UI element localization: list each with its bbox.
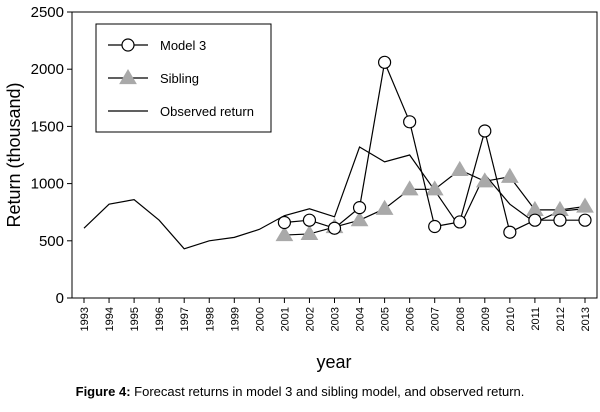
x-tick-label: 2010 <box>505 307 517 331</box>
y-tick-label: 0 <box>56 290 64 307</box>
data-point <box>350 211 369 227</box>
data-point <box>400 180 419 196</box>
x-tick-label: 2008 <box>455 307 467 331</box>
caption-label: Figure 4: <box>75 384 131 399</box>
x-tick-label: 2005 <box>380 307 392 331</box>
series-line <box>284 60 585 234</box>
legend-label: Model 3 <box>160 38 206 53</box>
data-point <box>526 200 544 217</box>
x-tick-label: 2012 <box>555 307 567 331</box>
y-tick-label: 2000 <box>31 61 64 78</box>
data-point <box>578 213 592 227</box>
data-point <box>475 172 494 188</box>
x-tick-label: 2001 <box>279 307 291 331</box>
legend-item: Observed return <box>108 104 254 119</box>
x-tick-label: 1996 <box>154 307 166 331</box>
legend: Model 3 Sibling Observed return <box>95 23 272 133</box>
data-point <box>425 180 444 196</box>
x-tick-label: 2000 <box>254 307 266 331</box>
legend-marker <box>119 69 137 85</box>
x-tick-label: 2013 <box>580 307 592 331</box>
x-tick-label: 1999 <box>229 307 241 331</box>
y-axis-label: Return (thousand) <box>4 82 24 227</box>
x-tick-label: 2009 <box>480 307 492 331</box>
legend-marker <box>121 38 135 52</box>
legend-label: Observed return <box>160 104 254 119</box>
x-tick-label: 2006 <box>405 307 417 331</box>
data-point <box>352 201 367 215</box>
data-point <box>500 167 519 183</box>
y-axis-ticks: 0 500 1000 1500 2000 2500 <box>31 4 72 307</box>
legend-item: Sibling <box>108 69 199 86</box>
data-point <box>378 55 392 69</box>
series-model-3 <box>277 55 592 239</box>
data-point <box>528 213 542 227</box>
data-point <box>553 213 567 227</box>
x-tick-label: 2007 <box>430 307 442 331</box>
y-tick-label: 2500 <box>31 4 64 21</box>
data-point <box>576 197 594 213</box>
x-axis-ticks: 1993 1994 1995 1996 1997 1998 1999 2000 2001 2002… <box>79 298 592 331</box>
data-point <box>453 215 467 229</box>
data-point <box>300 224 319 241</box>
y-tick-label: 1000 <box>31 176 64 193</box>
data-point <box>375 199 394 215</box>
data-point <box>327 221 342 235</box>
y-tick-label: 500 <box>39 233 64 250</box>
data-point <box>450 160 469 176</box>
figure-caption: Figure 4: Forecast returns in model 3 an… <box>0 384 600 399</box>
x-tick-label: 2004 <box>355 307 367 331</box>
y-tick-label: 1500 <box>31 118 64 135</box>
x-tick-label: 1994 <box>104 307 116 331</box>
x-tick-label: 2002 <box>304 307 316 331</box>
caption-text: Forecast returns in model 3 and sibling … <box>134 384 525 399</box>
series-observed-return <box>83 146 586 250</box>
legend-item: Model 3 <box>108 38 206 53</box>
x-tick-label: 1997 <box>179 307 191 331</box>
x-axis-label: year <box>316 352 351 372</box>
data-point <box>428 219 442 234</box>
x-tick-label: 2011 <box>530 307 542 331</box>
data-point <box>503 225 517 239</box>
data-point <box>302 213 317 227</box>
x-tick-label: 1998 <box>204 307 216 331</box>
x-tick-label: 1993 <box>79 307 91 331</box>
x-tick-label: 1995 <box>129 307 141 331</box>
legend-label: Sibling <box>160 71 199 86</box>
data-point <box>403 115 417 129</box>
x-tick-label: 2003 <box>330 307 342 331</box>
series-line <box>83 146 586 250</box>
data-point <box>478 124 492 138</box>
data-point <box>277 215 291 230</box>
series-layer <box>83 55 594 250</box>
data-point <box>275 226 294 242</box>
